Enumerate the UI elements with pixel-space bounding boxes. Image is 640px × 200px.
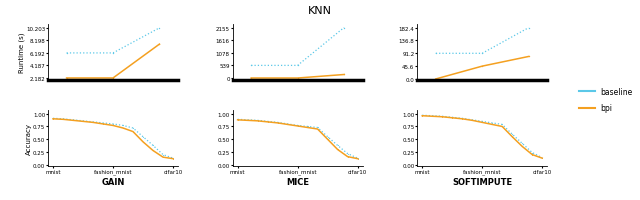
- Text: KNN: KNN: [308, 6, 332, 16]
- Legend: baseline, bpi: baseline, bpi: [579, 87, 633, 113]
- X-axis label: GAIN: GAIN: [101, 177, 125, 186]
- Y-axis label: Accuracy: Accuracy: [26, 122, 31, 154]
- X-axis label: SOFTIMPUTE: SOFTIMPUTE: [452, 177, 512, 186]
- X-axis label: MICE: MICE: [286, 177, 309, 186]
- Y-axis label: Runtime (s): Runtime (s): [18, 33, 24, 73]
